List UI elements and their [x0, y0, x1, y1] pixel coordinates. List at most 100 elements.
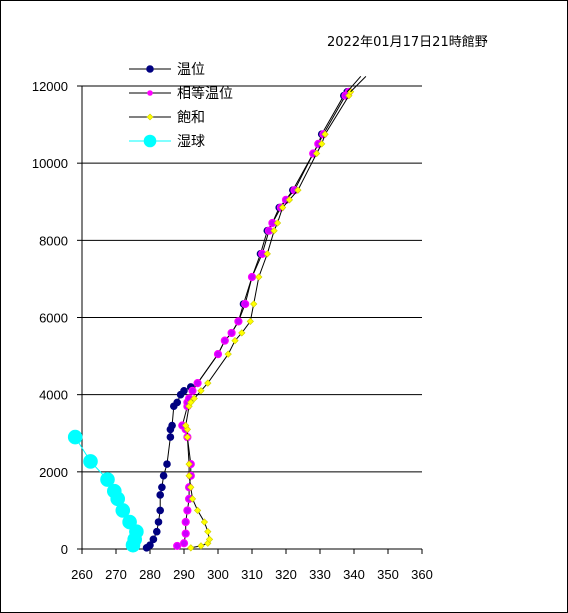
data-point [197, 542, 205, 550]
series-line [185, 91, 352, 549]
data-point [285, 196, 294, 204]
data-point [168, 421, 176, 430]
x-tick-label: 310 [241, 567, 263, 582]
data-point [270, 227, 278, 235]
x-tick-label: 290 [173, 567, 195, 582]
data-point [227, 328, 236, 338]
data-point [185, 472, 193, 480]
data-point [182, 421, 190, 430]
data-point [67, 429, 83, 445]
data-point [179, 539, 189, 548]
series-layer [67, 76, 367, 553]
data-point [158, 483, 166, 492]
data-point [200, 518, 209, 526]
data-point [183, 433, 192, 441]
data-point [153, 527, 161, 536]
legend-marker [143, 134, 157, 148]
data-point [255, 273, 263, 281]
data-point [180, 387, 188, 395]
data-point [224, 350, 232, 358]
legend-marker [147, 90, 153, 96]
data-point [122, 514, 137, 530]
legend-label: 温位 [177, 62, 205, 78]
x-tick-label: 360 [411, 567, 433, 582]
data-point [173, 398, 181, 407]
data-point [187, 544, 195, 552]
data-point [213, 350, 223, 359]
data-point [241, 299, 250, 309]
data-point [183, 506, 192, 515]
data-point [278, 203, 287, 212]
series-1 [173, 87, 353, 551]
data-point [149, 535, 158, 544]
data-point [181, 517, 190, 527]
legend-marker [146, 113, 154, 121]
series-line [146, 91, 348, 549]
data-point [318, 140, 326, 148]
x-tick-label: 350 [377, 567, 399, 582]
data-point [159, 471, 168, 480]
data-point [250, 300, 258, 308]
legend-marker [146, 65, 154, 73]
data-point [154, 518, 163, 526]
data-point [197, 387, 205, 395]
legend-label: 湿球 [177, 134, 205, 150]
data-point [156, 506, 164, 515]
data-point [247, 272, 257, 282]
data-point [193, 506, 202, 515]
y-tick-label: 10000 [32, 156, 68, 171]
data-point [185, 460, 193, 468]
series-3 [67, 429, 144, 553]
data-point [273, 219, 282, 227]
y-tick-label: 6000 [39, 311, 68, 326]
data-point [234, 317, 243, 326]
grid-layer [82, 85, 422, 473]
data-point [238, 329, 246, 337]
data-point [173, 541, 182, 551]
data-point [163, 460, 171, 468]
data-point [188, 386, 197, 395]
data-point [231, 337, 239, 345]
data-point [204, 528, 212, 536]
x-tick-label: 270 [105, 567, 127, 582]
data-point [187, 398, 195, 407]
series-line-ext [346, 76, 362, 93]
series-line-ext [350, 76, 367, 93]
data-point [187, 483, 195, 491]
y-tick-label: 12000 [32, 79, 68, 94]
data-point [107, 483, 122, 499]
x-tick-label: 300 [207, 567, 229, 582]
data-point [193, 378, 202, 388]
data-point [156, 491, 164, 499]
data-point [220, 336, 229, 345]
x-tick-label: 280 [139, 567, 161, 582]
data-point [312, 149, 321, 158]
chart-title: 2022年01月17日21時館野 [327, 35, 488, 50]
y-tick-label: 0 [61, 542, 68, 557]
axis-layer: 0 2000 4000 6000 8000 10000 12000 260 270 280 290 3… [32, 79, 433, 582]
data-point [100, 472, 115, 487]
data-point [294, 186, 302, 194]
data-point [204, 379, 212, 387]
series-2 [182, 88, 355, 552]
y-tick-label: 4000 [39, 388, 68, 403]
x-tick-label: 340 [343, 567, 365, 582]
data-point [83, 454, 98, 469]
data-point [181, 529, 190, 538]
series-line [74, 436, 137, 546]
data-point [146, 541, 154, 549]
y-tick-label: 8000 [39, 233, 68, 248]
x-tick-label: 330 [309, 567, 331, 582]
series-0 [142, 87, 352, 552]
data-point [321, 130, 329, 138]
data-point [190, 394, 198, 403]
data-point [166, 433, 175, 441]
data-point [205, 535, 214, 543]
data-point [188, 495, 197, 503]
data-point [263, 250, 271, 258]
x-tick-label: 260 [71, 567, 93, 582]
y-tick-label: 2000 [39, 465, 68, 480]
